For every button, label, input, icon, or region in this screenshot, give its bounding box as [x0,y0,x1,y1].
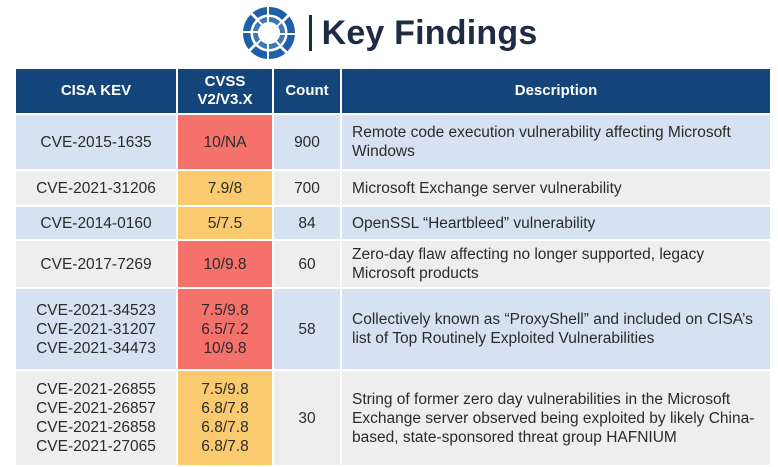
count-cell: 58 [274,289,340,369]
cvss-cell: 5/7.5 [178,207,272,239]
column-header-count: Count [274,69,340,113]
cvss-cell: 10/9.8 [178,241,272,287]
table-row: CVE-2017-7269 10/9.8 60 Zero-day flaw affec… [16,241,770,287]
key-findings-table: CISA KEV CVSS V2/V3.X Count Description C… [14,67,772,467]
table-row: CVE-2021-34523 CVE-2021-31207 CVE-2021-344… [16,289,770,369]
description-cell: Remote code execution vulnerability affe… [342,115,770,169]
cve-id: CVE-2021-27065 [36,438,156,455]
cve-id: CVE-2021-31206 [36,179,156,197]
description-cell: String of former zero day vulnerabilitie… [342,371,770,465]
count-cell: 30 [274,371,340,465]
cve-cell: CVE-2021-26855 CVE-2021-26857 CVE-2021-268… [16,371,176,465]
cve-id: CVE-2021-26857 [36,400,156,417]
cvss-score: 7.9/8 [207,179,243,197]
column-header-cisa-kev: CISA KEV [16,69,176,113]
cvss-score: 7.5/9.8 [201,301,249,319]
cvss-cell: 7.5/9.8 6.5/7.2 10/9.8 [178,289,272,369]
cve-id: CVE-2021-26855 [36,381,156,398]
description-cell: Collectively known as “ProxyShell” and i… [342,289,770,369]
description-cell: Microsoft Exchange server vulnerability [342,171,770,205]
cve-id: CVE-2017-7269 [40,255,152,273]
page-header: Key Findings [0,0,778,66]
count-cell: 60 [274,241,340,287]
cvss-cell: 7.9/8 [178,171,272,205]
column-header-cvss: CVSS V2/V3.X [178,69,272,113]
column-header-description: Description [342,69,770,113]
cve-cell: CVE-2015-1635 [16,115,176,169]
cve-id: CVE-2021-31207 [36,320,156,338]
cvss-score: 10/NA [203,133,247,151]
cve-id: CVE-2015-1635 [40,133,152,151]
count-cell: 900 [274,115,340,169]
count-cell: 84 [274,207,340,239]
logo-icon [242,6,295,60]
table-row: CVE-2015-1635 10/NA 900 Remote code executi… [16,115,770,169]
table-row: CVE-2021-26855 CVE-2021-26857 CVE-2021-268… [16,371,770,465]
cvss-cell: 10/NA [178,115,272,169]
cvss-score: 6.8/7.8 [201,438,249,455]
cve-id: CVE-2021-26858 [36,419,156,436]
cvss-score: 6.8/7.8 [201,400,249,417]
cve-cell: CVE-2021-31206 [16,171,176,205]
table-header-row: CISA KEV CVSS V2/V3.X Count Description [16,69,770,113]
cve-id: CVE-2014-0160 [40,214,152,232]
cve-id: CVE-2021-34523 [36,301,156,319]
cvss-score: 10/9.8 [203,255,247,273]
table-row: CVE-2014-0160 5/7.5 84 OpenSSL “Heartbleed”… [16,207,770,239]
cve-id: CVE-2021-34473 [36,339,156,357]
count-cell: 700 [274,171,340,205]
title-divider [308,15,312,51]
cvss-score: 6.8/7.8 [201,419,249,436]
description-cell: OpenSSL “Heartbleed” vulnerability [342,207,770,239]
description-cell: Zero-day flaw affecting no longer suppor… [342,241,770,287]
cve-cell: CVE-2014-0160 [16,207,176,239]
cvss-cell: 7.5/9.8 6.8/7.8 6.8/7.8 6.8/7.8 [178,371,272,465]
cvss-score: 6.5/7.2 [201,320,249,338]
cvss-score: 10/9.8 [203,339,247,357]
table-row: CVE-2021-31206 7.9/8 700 Microsoft Exchange… [16,171,770,205]
cvss-score: 7.5/9.8 [201,381,249,398]
cvss-score: 5/7.5 [207,214,243,232]
cve-cell: CVE-2017-7269 [16,241,176,287]
cve-cell: CVE-2021-34523 CVE-2021-31207 CVE-2021-344… [16,289,176,369]
page-title: Key Findings [321,13,538,52]
